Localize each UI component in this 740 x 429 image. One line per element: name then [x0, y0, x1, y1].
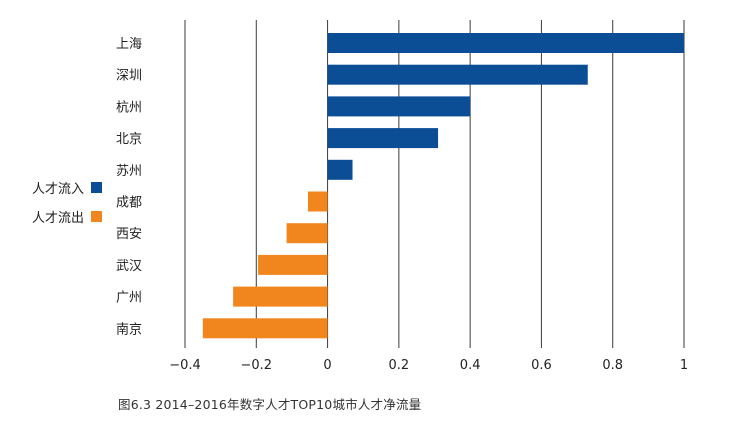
category-label-9: 南京: [116, 321, 142, 337]
x-tick-label-2: 0: [323, 358, 331, 373]
category-label-2: 杭州: [116, 100, 142, 115]
x-tick-label-6: 0.8: [602, 358, 623, 373]
legend: 人才流入 人才流出: [32, 176, 102, 234]
x-tick-label-1: −0.2: [240, 358, 272, 373]
legend-label-outflow: 人才流出: [32, 210, 85, 226]
category-label-1: 深圳: [116, 69, 142, 84]
legend-item-outflow: 人才流出: [32, 205, 102, 227]
category-label-5: 成都: [116, 196, 142, 211]
bar-6: [286, 223, 328, 244]
legend-swatch-inflow: [91, 181, 102, 193]
x-tick-label-5: 0.6: [531, 358, 552, 373]
x-tick-label-4: 0.4: [460, 358, 481, 373]
category-label-0: 上海: [116, 37, 142, 52]
category-label-6: 西安: [116, 227, 142, 242]
bar-0: [327, 33, 684, 53]
bar-4: [327, 159, 353, 180]
category-label-8: 广州: [116, 291, 142, 306]
category-label-4: 苏州: [116, 163, 142, 179]
bar-9: [202, 318, 328, 339]
bar-7: [258, 254, 328, 275]
bar-1: [327, 64, 588, 85]
x-tick-label-7: 1: [680, 358, 688, 373]
legend-label-inflow: 人才流入: [32, 181, 85, 197]
category-label-7: 武汉: [116, 259, 142, 274]
bar-3: [327, 128, 439, 149]
x-tick-label-3: 0.2: [389, 358, 410, 373]
bar-5: [307, 191, 328, 212]
legend-swatch-outflow: [91, 210, 102, 222]
x-tick-label-0: −0.4: [169, 358, 201, 373]
bar-8: [233, 286, 328, 307]
legend-item-inflow: 人才流入: [32, 176, 102, 198]
bar-2: [327, 96, 471, 117]
figure-caption: 图6.3 2014–2016年数字人才TOP10城市人才净流量: [118, 397, 422, 412]
category-label-3: 北京: [116, 132, 142, 147]
